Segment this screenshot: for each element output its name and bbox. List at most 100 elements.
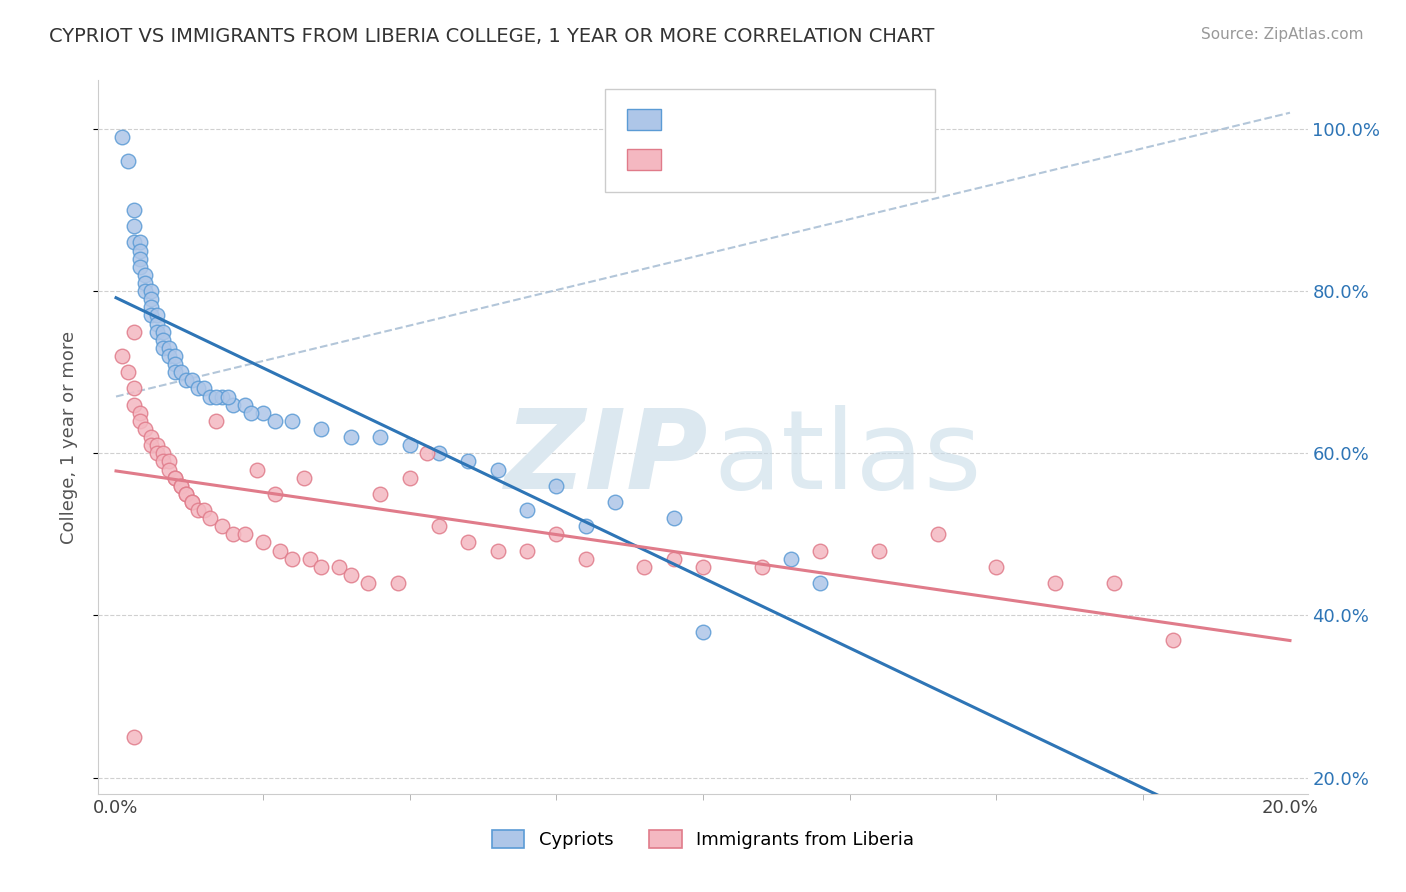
Point (163, 349, 186, 363)
Point (146, 438, 169, 452)
Point (416, 446, 439, 460)
Point (368, 487, 391, 501)
Text: R = -0.342    N = 64: R = -0.342 N = 64 (668, 150, 837, 168)
Point (427, 519, 450, 533)
Point (281, 414, 304, 428)
Point (204, 390, 226, 404)
Point (233, 527, 256, 541)
Point (575, 551, 598, 566)
Point (152, 333, 174, 347)
Point (868, 543, 890, 558)
Point (546, 527, 568, 541)
Point (181, 495, 204, 509)
Text: R =  0.094    N = 58: R = 0.094 N = 58 (668, 110, 835, 128)
Point (246, 462, 269, 476)
Point (457, 535, 479, 549)
Point (152, 325, 174, 339)
Point (240, 406, 263, 420)
Point (122, 730, 145, 744)
Text: atlas: atlas (714, 405, 983, 512)
Point (387, 576, 409, 591)
Point (152, 454, 174, 468)
Point (198, 511, 221, 525)
Point (152, 341, 174, 355)
Point (163, 365, 186, 379)
Point (157, 462, 180, 476)
Point (204, 414, 226, 428)
Point (134, 422, 156, 436)
Point (311, 559, 333, 574)
Point (122, 235, 145, 250)
Point (263, 414, 285, 428)
Point (486, 462, 509, 476)
Point (193, 381, 215, 395)
Point (340, 568, 363, 582)
Point (1102, 576, 1125, 591)
Point (128, 252, 150, 266)
Point (193, 503, 215, 517)
Point (181, 373, 204, 387)
Point (311, 422, 333, 436)
Point (187, 381, 209, 395)
Point (134, 276, 156, 290)
Point (603, 495, 626, 509)
Point (111, 349, 134, 363)
Point (169, 479, 191, 493)
Point (357, 576, 380, 591)
Point (1161, 632, 1184, 647)
Point (281, 551, 304, 566)
Point (176, 487, 198, 501)
Point (134, 284, 156, 298)
Point (222, 398, 245, 412)
Point (198, 390, 221, 404)
Point (398, 438, 420, 452)
Point (117, 365, 139, 379)
Point (141, 309, 163, 323)
Point (222, 527, 245, 541)
Point (128, 260, 150, 274)
Point (134, 268, 156, 282)
Point (662, 511, 685, 525)
Point (546, 479, 568, 493)
Point (233, 398, 256, 412)
Point (141, 301, 163, 315)
Point (575, 519, 598, 533)
Point (122, 325, 145, 339)
Point (211, 390, 233, 404)
Point (427, 446, 450, 460)
Point (252, 535, 274, 549)
Point (1043, 576, 1066, 591)
Point (298, 551, 321, 566)
Point (141, 438, 163, 452)
Point (181, 495, 204, 509)
Point (141, 430, 163, 444)
Point (263, 487, 285, 501)
Point (986, 559, 1008, 574)
Point (169, 365, 191, 379)
Text: Source: ZipAtlas.com: Source: ZipAtlas.com (1201, 27, 1364, 42)
Point (217, 390, 239, 404)
Point (187, 503, 209, 517)
Point (808, 576, 831, 591)
Point (176, 487, 198, 501)
Legend: Cypriots, Immigrants from Liberia: Cypriots, Immigrants from Liberia (485, 822, 921, 856)
Point (927, 527, 949, 541)
Point (157, 349, 180, 363)
Point (457, 454, 479, 468)
Point (128, 414, 150, 428)
Point (516, 503, 538, 517)
Point (146, 325, 169, 339)
Point (128, 406, 150, 420)
Point (163, 470, 186, 484)
Point (122, 219, 145, 234)
Point (692, 559, 714, 574)
Point (780, 551, 803, 566)
Point (163, 470, 186, 484)
Point (146, 317, 169, 331)
Point (122, 398, 145, 412)
Point (146, 446, 169, 460)
Point (157, 454, 180, 468)
Point (328, 559, 350, 574)
Point (368, 430, 391, 444)
Point (633, 559, 655, 574)
